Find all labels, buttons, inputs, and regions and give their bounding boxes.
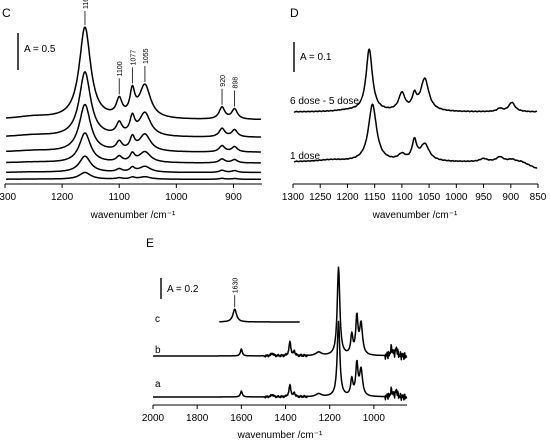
panel-c-traces	[5, 26, 262, 181]
panel-e-letter: E	[146, 236, 154, 250]
panel-d-tick-label-1150: 1150	[364, 192, 386, 203]
panel-e-trace-a	[152, 320, 408, 401]
panel-e-annotation-1630: 1630	[233, 278, 240, 294]
panel-d-trace-6dose-minus-5dose	[293, 48, 538, 113]
panel-c-trace-2	[5, 155, 262, 174]
panel-c-x-label: wavenumber /cm⁻¹	[90, 210, 176, 221]
panel-d-trace-1dose	[293, 103, 538, 169]
panel-c-trace-5	[5, 71, 262, 138]
panel-c-trace-4	[5, 103, 262, 153]
panel-d: D A = 0.1 6 dose - 5 dose 1 dose 1300 125…	[282, 6, 547, 221]
panel-c-trace-6	[5, 26, 262, 121]
panel-d-tick-label-1000: 1000	[445, 192, 468, 203]
panel-e: E A = 0.2 c b a 1630 2000 1800 1600 1400 120…	[142, 236, 408, 441]
panel-e-traces	[152, 266, 408, 401]
panel-d-tick-label-1050: 1050	[418, 192, 441, 203]
panel-c-annotations: 1160 1100 1077 1055 920 898	[83, 0, 240, 107]
panel-d-traces	[293, 48, 538, 169]
panel-e-x-ticks: 2000 1800 1600 1400 1200 1000	[142, 405, 386, 424]
panel-e-tick-label-2000: 2000	[142, 413, 165, 424]
panel-c-x-ticks: 1300 1200 1100 1000 900	[0, 184, 242, 203]
panel-e-trace-label-a: a	[155, 379, 161, 390]
panel-c-annotation-898: 898	[233, 77, 240, 89]
panel-d-tick-label-850: 850	[530, 192, 547, 203]
panel-e-tick-label-1800: 1800	[186, 413, 209, 424]
panel-e-trace-label-b: b	[155, 345, 161, 356]
panel-c-trace-1	[5, 171, 262, 181]
panel-c-letter: C	[2, 6, 11, 20]
panel-d-scale-label: A = 0.1	[300, 52, 332, 63]
panel-d-legend-1dose: 1 dose	[290, 151, 320, 162]
panel-c-annotation-920: 920	[220, 75, 227, 87]
panel-e-annotations: 1630	[233, 278, 240, 308]
panel-d-x-ticks: 1300 1250 1200 1150 1100 1050 1000 950 900 850	[282, 184, 547, 203]
panel-e-x-label: wavenumber /cm⁻¹	[237, 430, 323, 441]
panel-e-tick-label-1600: 1600	[230, 413, 253, 424]
panel-c-tick-label-900: 900	[225, 192, 242, 203]
panel-d-x-label: wavenumber /cm⁻¹	[372, 210, 458, 221]
panel-e-trace-label-c: c	[155, 314, 160, 325]
panel-e-tick-label-1000: 1000	[363, 413, 386, 424]
panel-e-trace-c	[218, 308, 300, 323]
panel-e-tick-label-1400: 1400	[274, 413, 297, 424]
panel-d-tick-label-950: 950	[475, 192, 492, 203]
panel-d-tick-label-1200: 1200	[336, 192, 359, 203]
panel-d-legend-6dose: 6 dose - 5 dose	[290, 96, 359, 107]
panel-e-scale-label: A = 0.2	[167, 284, 199, 295]
panel-d-tick-label-1300: 1300	[282, 192, 305, 203]
panel-c-tick-label-1300: 1300	[0, 192, 17, 203]
panel-c-annotation-1055: 1055	[143, 48, 150, 64]
panel-c-tick-label-1000: 1000	[165, 192, 188, 203]
panel-d-tick-label-1100: 1100	[391, 192, 413, 203]
panel-c-tick-label-1200: 1200	[51, 192, 74, 203]
panel-c-annotation-1160: 1160	[83, 0, 90, 9]
panel-c-annotation-1100: 1100	[117, 61, 124, 76]
panel-c-scale-label: A = 0.5	[24, 44, 56, 55]
panel-d-tick-label-1250: 1250	[309, 192, 332, 203]
panel-c: C A = 0.5 1160 1100 1077 1055 920 898 1300 120…	[0, 0, 262, 221]
panel-e-tick-label-1200: 1200	[319, 413, 342, 424]
panel-c-annotation-1077: 1077	[130, 50, 137, 66]
panel-d-tick-label-900: 900	[502, 192, 519, 203]
panel-d-letter: D	[290, 6, 299, 20]
panel-e-trace-b	[152, 266, 408, 361]
panel-c-tick-label-1100: 1100	[108, 192, 130, 203]
panel-c-trace-3	[5, 132, 262, 164]
